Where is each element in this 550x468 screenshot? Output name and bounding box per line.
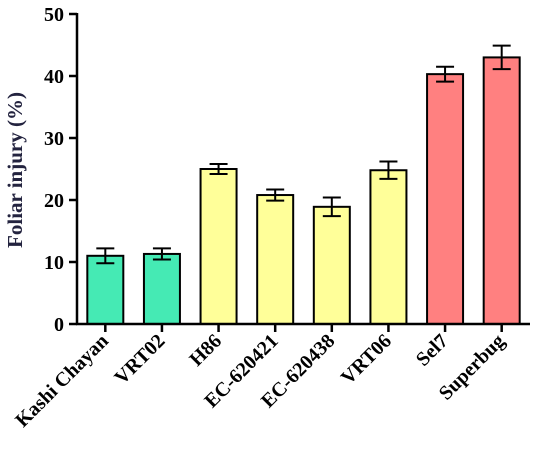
y-tick-label: 20 <box>44 190 64 212</box>
bar <box>199 168 238 325</box>
bar <box>312 205 351 326</box>
x-tick-label: H86 <box>185 330 226 371</box>
bars-group <box>86 44 521 326</box>
y-tick-label: 0 <box>54 314 64 336</box>
y-tick-label: 50 <box>44 4 64 26</box>
y-tick-label: 40 <box>44 66 64 88</box>
y-axis: 0 10 20 30 40 50 <box>44 4 79 336</box>
x-tick-label: Sel7 <box>412 330 453 371</box>
y-tick-label: 30 <box>44 128 64 150</box>
x-tick-label: Kashi Chayan <box>11 330 113 432</box>
x-tick-label: VRT06 <box>337 330 396 389</box>
bar <box>482 56 521 326</box>
x-tick-label: VRT02 <box>110 330 169 389</box>
y-axis-label: Foliar injury (%) <box>3 92 27 248</box>
bar <box>426 73 465 325</box>
bar <box>369 169 408 325</box>
bar <box>86 254 125 325</box>
bar <box>142 252 181 325</box>
y-tick-label: 10 <box>44 252 64 274</box>
bar <box>256 194 295 325</box>
